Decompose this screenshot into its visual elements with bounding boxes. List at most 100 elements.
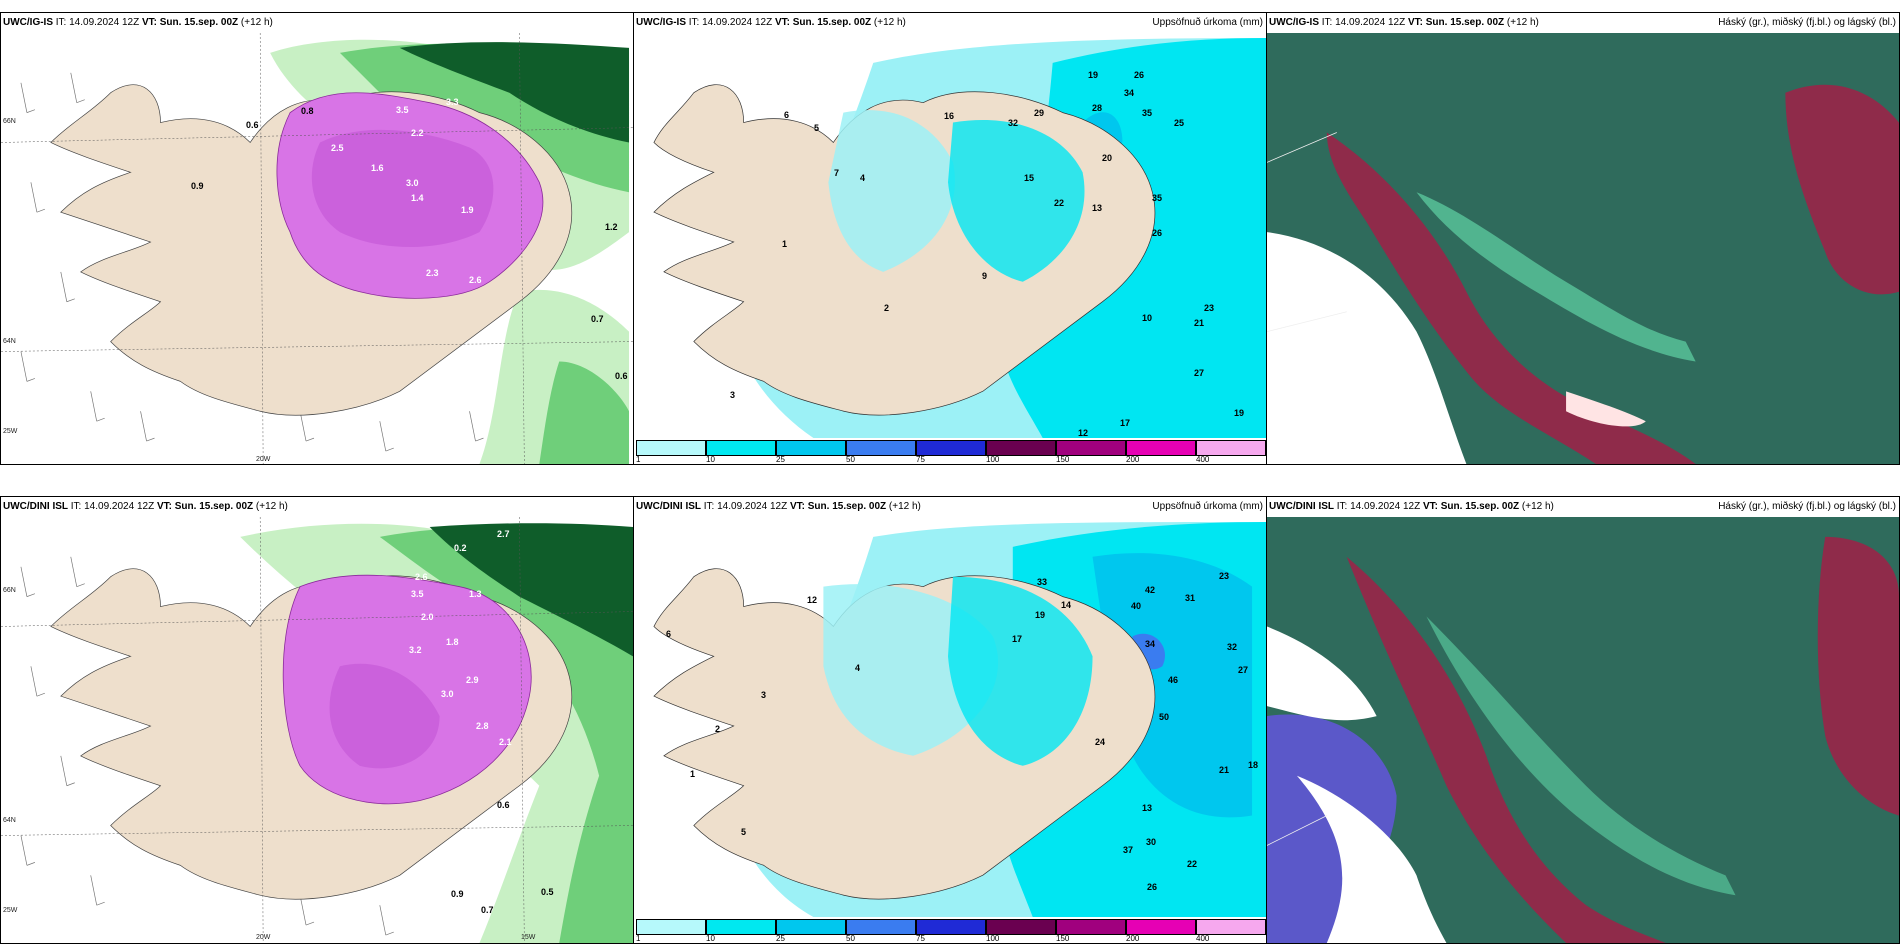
precip-value: 2 <box>884 303 890 313</box>
cloud-value: 2.0 <box>421 612 434 622</box>
layers-panel-row2: UWC/DINI ISL IT: 14.09.2024 12Z VT: Sun.… <box>1266 496 1900 944</box>
init-time: IT: 14.09.2024 12Z <box>1321 17 1406 28</box>
cbar-swatch <box>916 440 986 456</box>
precip-value: 35 <box>1142 108 1153 118</box>
cloud-value: 2.7 <box>497 529 510 539</box>
precip-map[interactable] <box>634 33 1266 438</box>
cloud-value: 0.6 <box>615 371 628 381</box>
cloud-value: 3.3 <box>446 97 459 107</box>
valid-time: VT: Sun. 15.sep. 00Z <box>156 501 254 512</box>
init-time: IT: 14.09.2024 12Z <box>55 17 140 28</box>
cbar-label: 10 <box>706 934 715 943</box>
cbar-swatch <box>986 919 1056 935</box>
precip-value: 26 <box>1134 70 1145 80</box>
valid-time: VT: Sun. 15.sep. 00Z <box>1422 501 1520 512</box>
precip-value: 21 <box>1219 765 1230 775</box>
precip-value: 22 <box>1054 198 1065 208</box>
precip-value: 19 <box>1035 610 1046 620</box>
model-name: UWC/IG-IS <box>636 17 686 28</box>
cloud-value: 0.5 <box>541 887 554 897</box>
model-name: UWC/DINI ISL <box>636 501 701 512</box>
cloud-value: 1.6 <box>371 163 384 173</box>
precip-map[interactable] <box>634 517 1266 917</box>
precip-panel-row2: UWC/DINI ISL IT: 14.09.2024 12Z VT: Sun.… <box>633 496 1267 944</box>
model-name: UWC/DINI ISL <box>3 501 68 512</box>
precip-value: 34 <box>1124 88 1135 98</box>
model-name: UWC/IG-IS <box>3 17 53 28</box>
init-time: IT: 14.09.2024 12Z <box>1336 501 1421 512</box>
cloud-map[interactable] <box>1 33 633 464</box>
precip-value: 50 <box>1159 712 1170 722</box>
lead-time: (+12 h) <box>873 17 906 28</box>
cloud-value: 0.8 <box>301 106 314 116</box>
cloud-value: 2.5 <box>331 143 344 153</box>
valid-time: VT: Sun. 15.sep. 00Z <box>789 501 887 512</box>
cbar-label: 400 <box>1196 455 1210 464</box>
panel-header: UWC/DINI ISL IT: 14.09.2024 12Z VT: Sun.… <box>1 497 633 517</box>
precip-value: 4 <box>860 173 866 183</box>
cloud-value: 0.2 <box>454 543 467 553</box>
cbar-label: 1 <box>636 934 641 943</box>
precip-value: 3 <box>730 390 736 400</box>
cbar-label: 200 <box>1126 934 1140 943</box>
precip-value: 7 <box>834 168 840 178</box>
cbar-swatch <box>916 919 986 935</box>
precip-value: 35 <box>1152 193 1163 203</box>
cbar-swatch <box>1196 919 1266 935</box>
precip-value: 17 <box>1120 418 1131 428</box>
cbar-swatch <box>776 440 846 456</box>
precip-map-svg <box>634 33 1266 438</box>
precip-value: 2 <box>715 724 721 734</box>
precip-value: 23 <box>1204 303 1215 313</box>
init-time: IT: 14.09.2024 12Z <box>703 501 788 512</box>
cbar-swatch <box>1126 440 1196 456</box>
cbar-swatch <box>1196 440 1266 456</box>
panel-header: UWC/DINI ISL IT: 14.09.2024 12Z VT: Sun.… <box>634 497 1266 517</box>
precip-value: 1 <box>782 239 788 249</box>
cbar-swatch <box>1056 919 1126 935</box>
precip-value: 31 <box>1185 593 1196 603</box>
cloud-value: 0.9 <box>451 889 464 899</box>
lat-label-64: 64N <box>3 338 16 345</box>
precip-value: 26 <box>1147 882 1158 892</box>
precip-value: 6 <box>666 629 672 639</box>
cloud-value: 0.7 <box>591 314 604 324</box>
cbar-label: 75 <box>916 934 925 943</box>
cbar-swatch <box>1056 440 1126 456</box>
precip-value: 16 <box>944 111 955 121</box>
precip-value: 37 <box>1123 845 1134 855</box>
precip-value: 32 <box>1008 118 1019 128</box>
cloud-value: 1.2 <box>605 222 618 232</box>
cbar-swatch <box>1126 919 1196 935</box>
cbar-label: 150 <box>1056 934 1070 943</box>
precip-value: 33 <box>1037 577 1048 587</box>
cloud-value: 0.6 <box>497 800 510 810</box>
precip-value: 30 <box>1146 837 1157 847</box>
precip-value: 19 <box>1088 70 1099 80</box>
lat-label-64: 64N <box>3 817 16 824</box>
layers-title: Háský (gr.), miðský (fj.bl.) og lágský (… <box>1718 501 1896 512</box>
precip-value: 6 <box>784 110 790 120</box>
lon-label-25: 25W <box>3 907 18 914</box>
cloud-map[interactable] <box>1 517 633 943</box>
cbar-label: 1 <box>636 455 641 464</box>
cloud-value: 1.3 <box>469 589 482 599</box>
cloud-panel-row1: UWC/IG-IS IT: 14.09.2024 12Z VT: Sun. 15… <box>0 12 634 465</box>
cloud-value: 1.9 <box>461 205 474 215</box>
model-name: UWC/IG-IS <box>1269 17 1319 28</box>
cbar-label: 25 <box>776 455 785 464</box>
layers-map[interactable] <box>1267 517 1899 943</box>
cloud-value: 2.9 <box>466 675 479 685</box>
valid-time: VT: Sun. 15.sep. 00Z <box>774 17 872 28</box>
cloud-panel-row2: UWC/DINI ISL IT: 14.09.2024 12Z VT: Sun.… <box>0 496 634 944</box>
panel-header: UWC/IG-IS IT: 14.09.2024 12Z VT: Sun. 15… <box>634 13 1266 33</box>
layers-map[interactable] <box>1267 33 1899 464</box>
cloud-value: 3.2 <box>409 645 422 655</box>
layers-panel-row1: UWC/IG-IS IT: 14.09.2024 12Z VT: Sun. 15… <box>1266 12 1900 465</box>
panel-header: UWC/IG-IS IT: 14.09.2024 12Z VT: Sun. 15… <box>1 13 633 33</box>
lon-label-20: 20W <box>256 934 271 941</box>
cloud-value: 2.3 <box>426 268 439 278</box>
cbar-swatch <box>706 440 776 456</box>
cbar-swatch <box>706 919 776 935</box>
model-name: UWC/DINI ISL <box>1269 501 1334 512</box>
